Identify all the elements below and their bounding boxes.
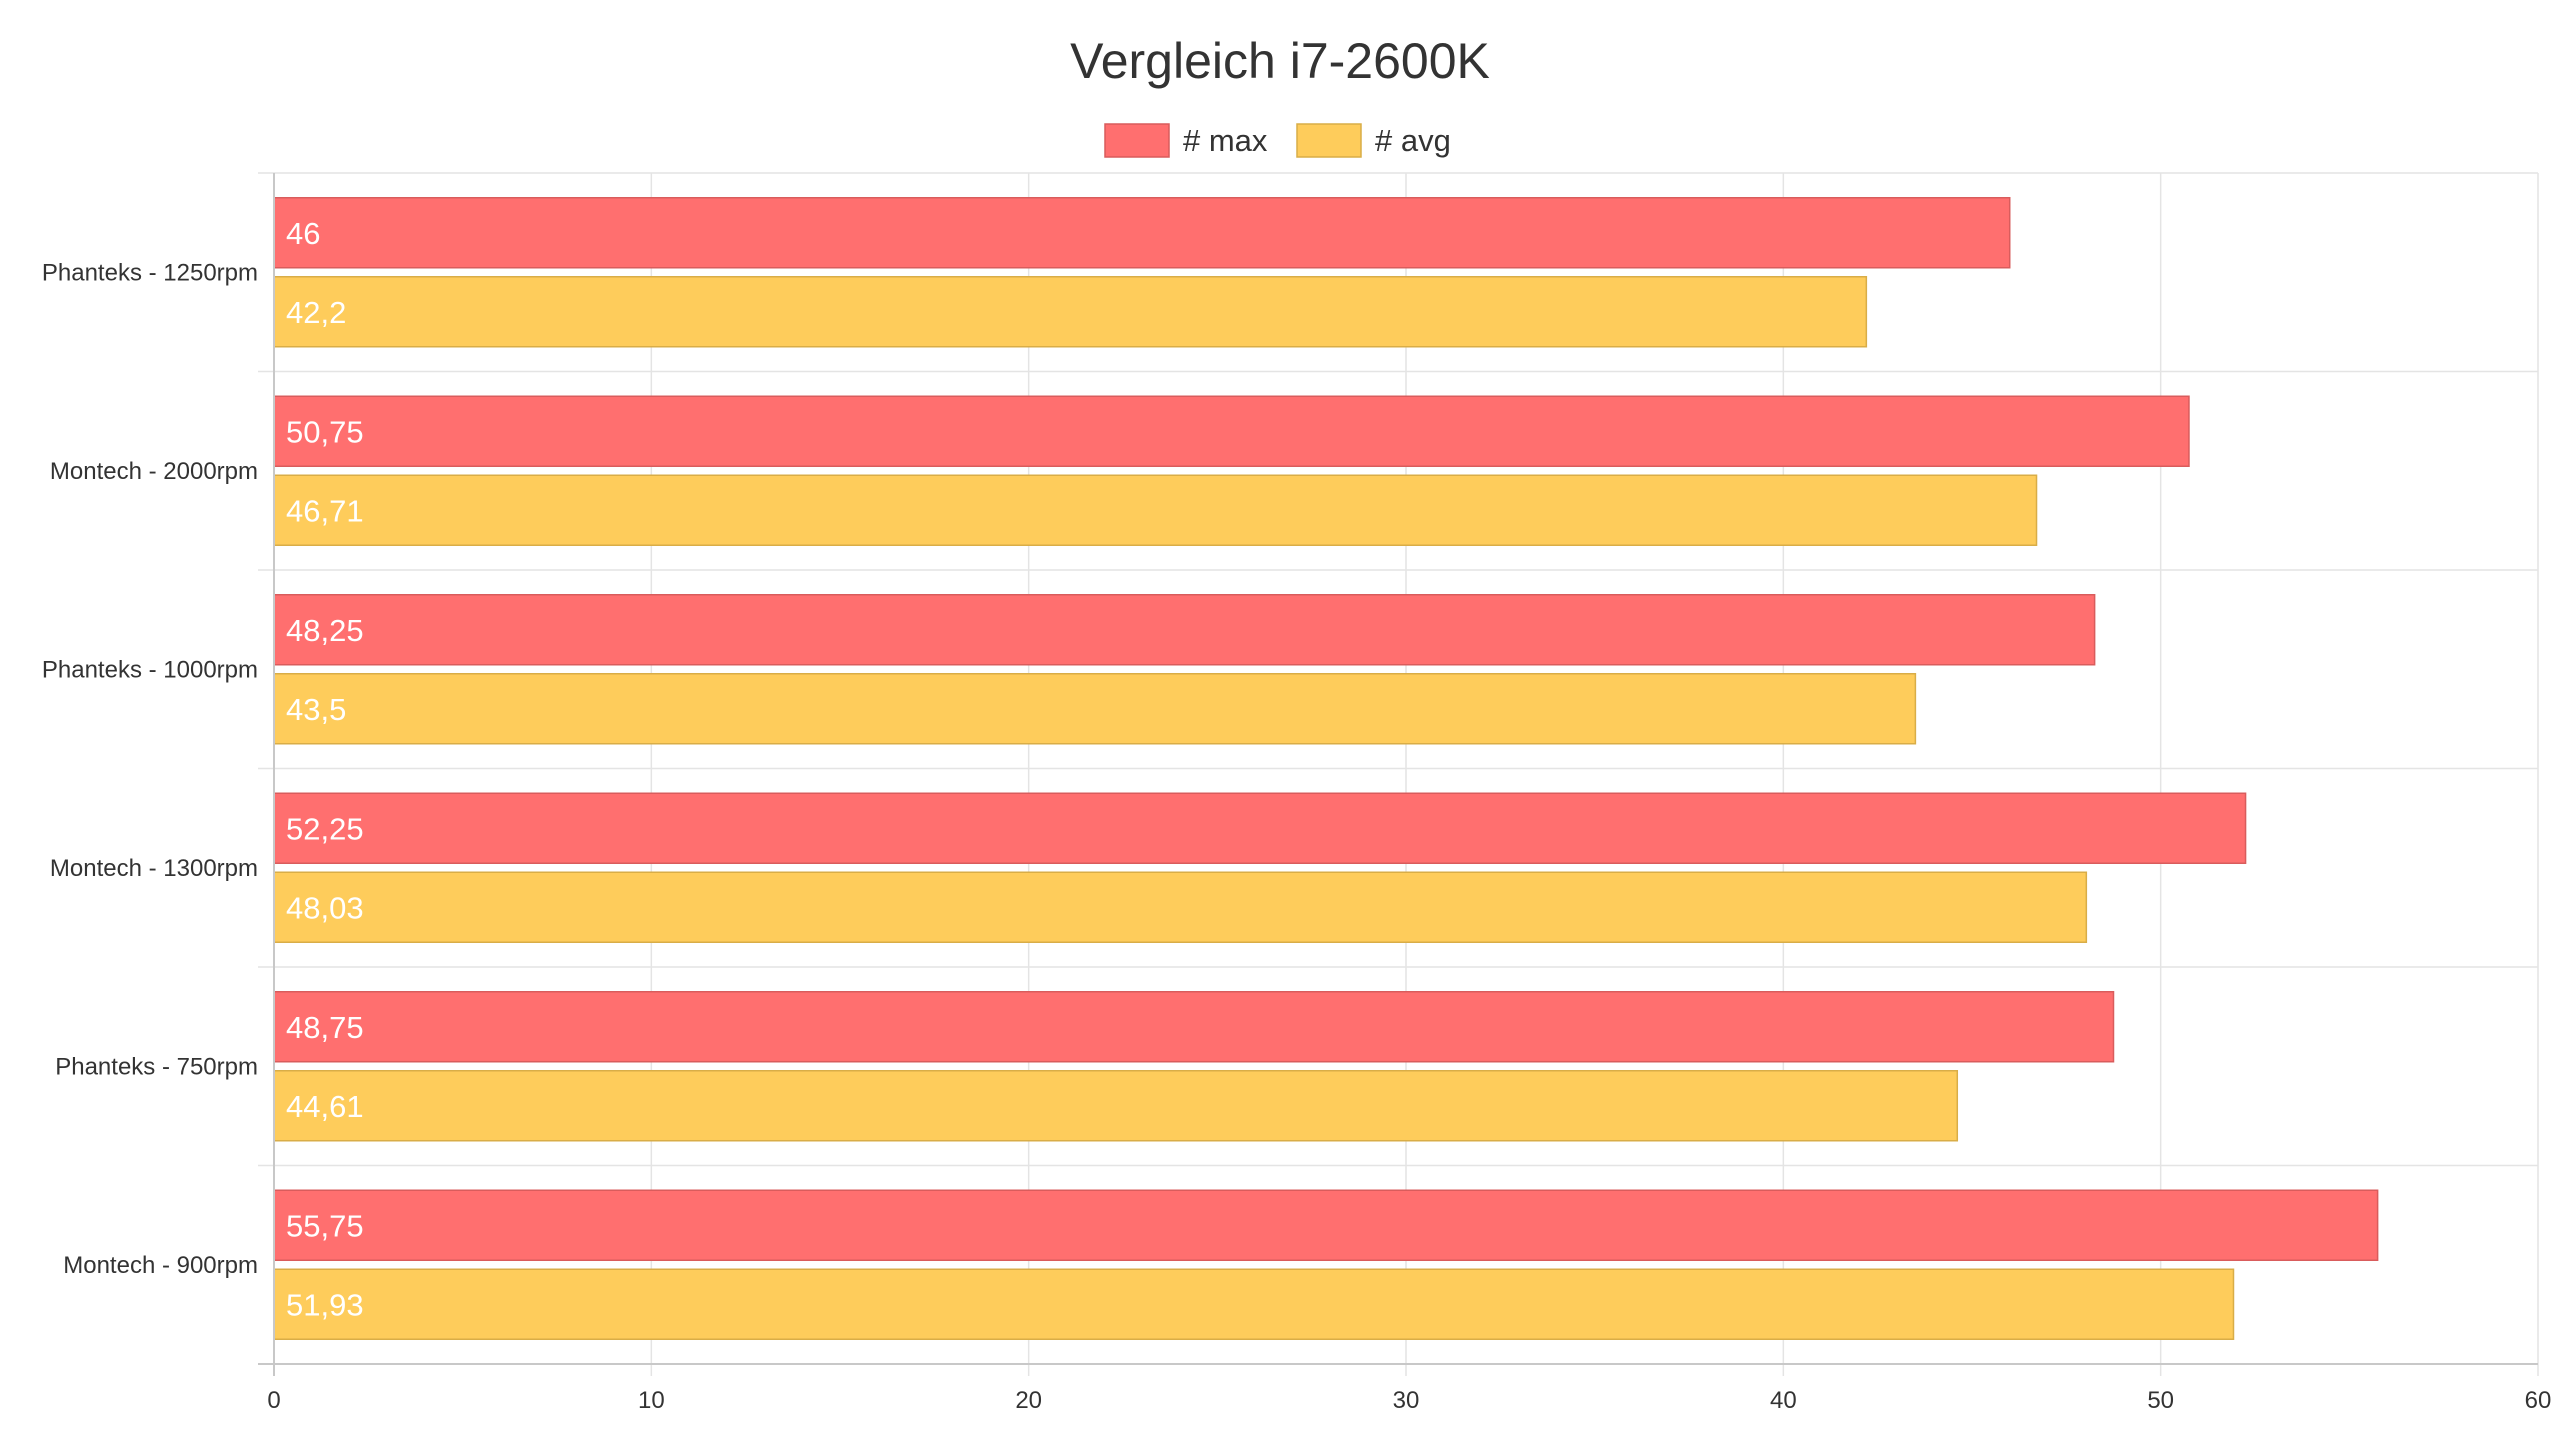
x-tick-label: 60 (2525, 1387, 2552, 1414)
legend-swatch-avg (1296, 123, 1362, 158)
bar-value-label-max: 50,75 (286, 414, 364, 449)
bar-value-label-avg: 48,03 (286, 890, 364, 925)
bar-max (273, 594, 2096, 666)
x-tick-label: 20 (1015, 1387, 1042, 1414)
bar-max (273, 197, 2011, 269)
axes: 0 10 20 30 40 50 60 Phanteks - 1250rpm Montech -… (42, 173, 2551, 1414)
legend-item-max[interactable]: # max (1104, 123, 1268, 158)
bar-value-label-max: 46 (286, 216, 320, 251)
bar-max (273, 991, 2115, 1063)
legend-item-avg[interactable]: # avg (1296, 123, 1451, 158)
bar-avg (273, 871, 2088, 943)
bar-max (273, 1189, 2379, 1261)
bar-value-label-avg: 44,61 (286, 1089, 364, 1124)
bar-avg (273, 1268, 2235, 1340)
category-label: Phanteks - 1250rpm (42, 259, 258, 286)
bar-value-label-max: 48,75 (286, 1010, 364, 1045)
bar-value-label-max: 48,25 (286, 613, 364, 648)
bar-value-label-avg: 51,93 (286, 1287, 364, 1322)
bar-value-label-avg: 46,71 (286, 493, 364, 528)
bar-max (273, 395, 2190, 467)
bar-value-label-avg: 43,5 (286, 692, 346, 727)
bars: 46 50,75 48,25 52,25 48,75 55,75 42,2 46,71 43,5… (273, 197, 2379, 1340)
bar-value-label-max: 55,75 (286, 1208, 364, 1243)
bar-value-label-max: 52,25 (286, 811, 364, 846)
category-label: Phanteks - 1000rpm (42, 656, 258, 683)
bar-avg (273, 1070, 1959, 1142)
category-label: Montech - 2000rpm (50, 458, 258, 485)
bar-max (273, 792, 2247, 864)
legend-swatch-max (1104, 123, 1170, 158)
x-tick-label: 50 (2147, 1387, 2174, 1414)
bar-value-label-avg: 42,2 (286, 295, 346, 330)
category-label: Montech - 1300rpm (50, 855, 258, 882)
x-tick-label: 40 (1770, 1387, 1797, 1414)
legend-label-avg: # avg (1375, 123, 1451, 158)
legend-label-max: # max (1183, 123, 1268, 158)
bar-avg (273, 474, 2038, 546)
legend: # max # avg (1104, 123, 1451, 158)
x-tick-label: 0 (267, 1387, 280, 1414)
category-label: Montech - 900rpm (63, 1252, 258, 1279)
x-tick-label: 10 (638, 1387, 665, 1414)
bar-avg (273, 276, 1868, 348)
x-tick-label: 30 (1393, 1387, 1420, 1414)
category-label: Phanteks - 750rpm (55, 1053, 258, 1080)
bar-avg (273, 673, 1917, 745)
chart-title: Vergleich i7-2600K (1070, 33, 1490, 89)
